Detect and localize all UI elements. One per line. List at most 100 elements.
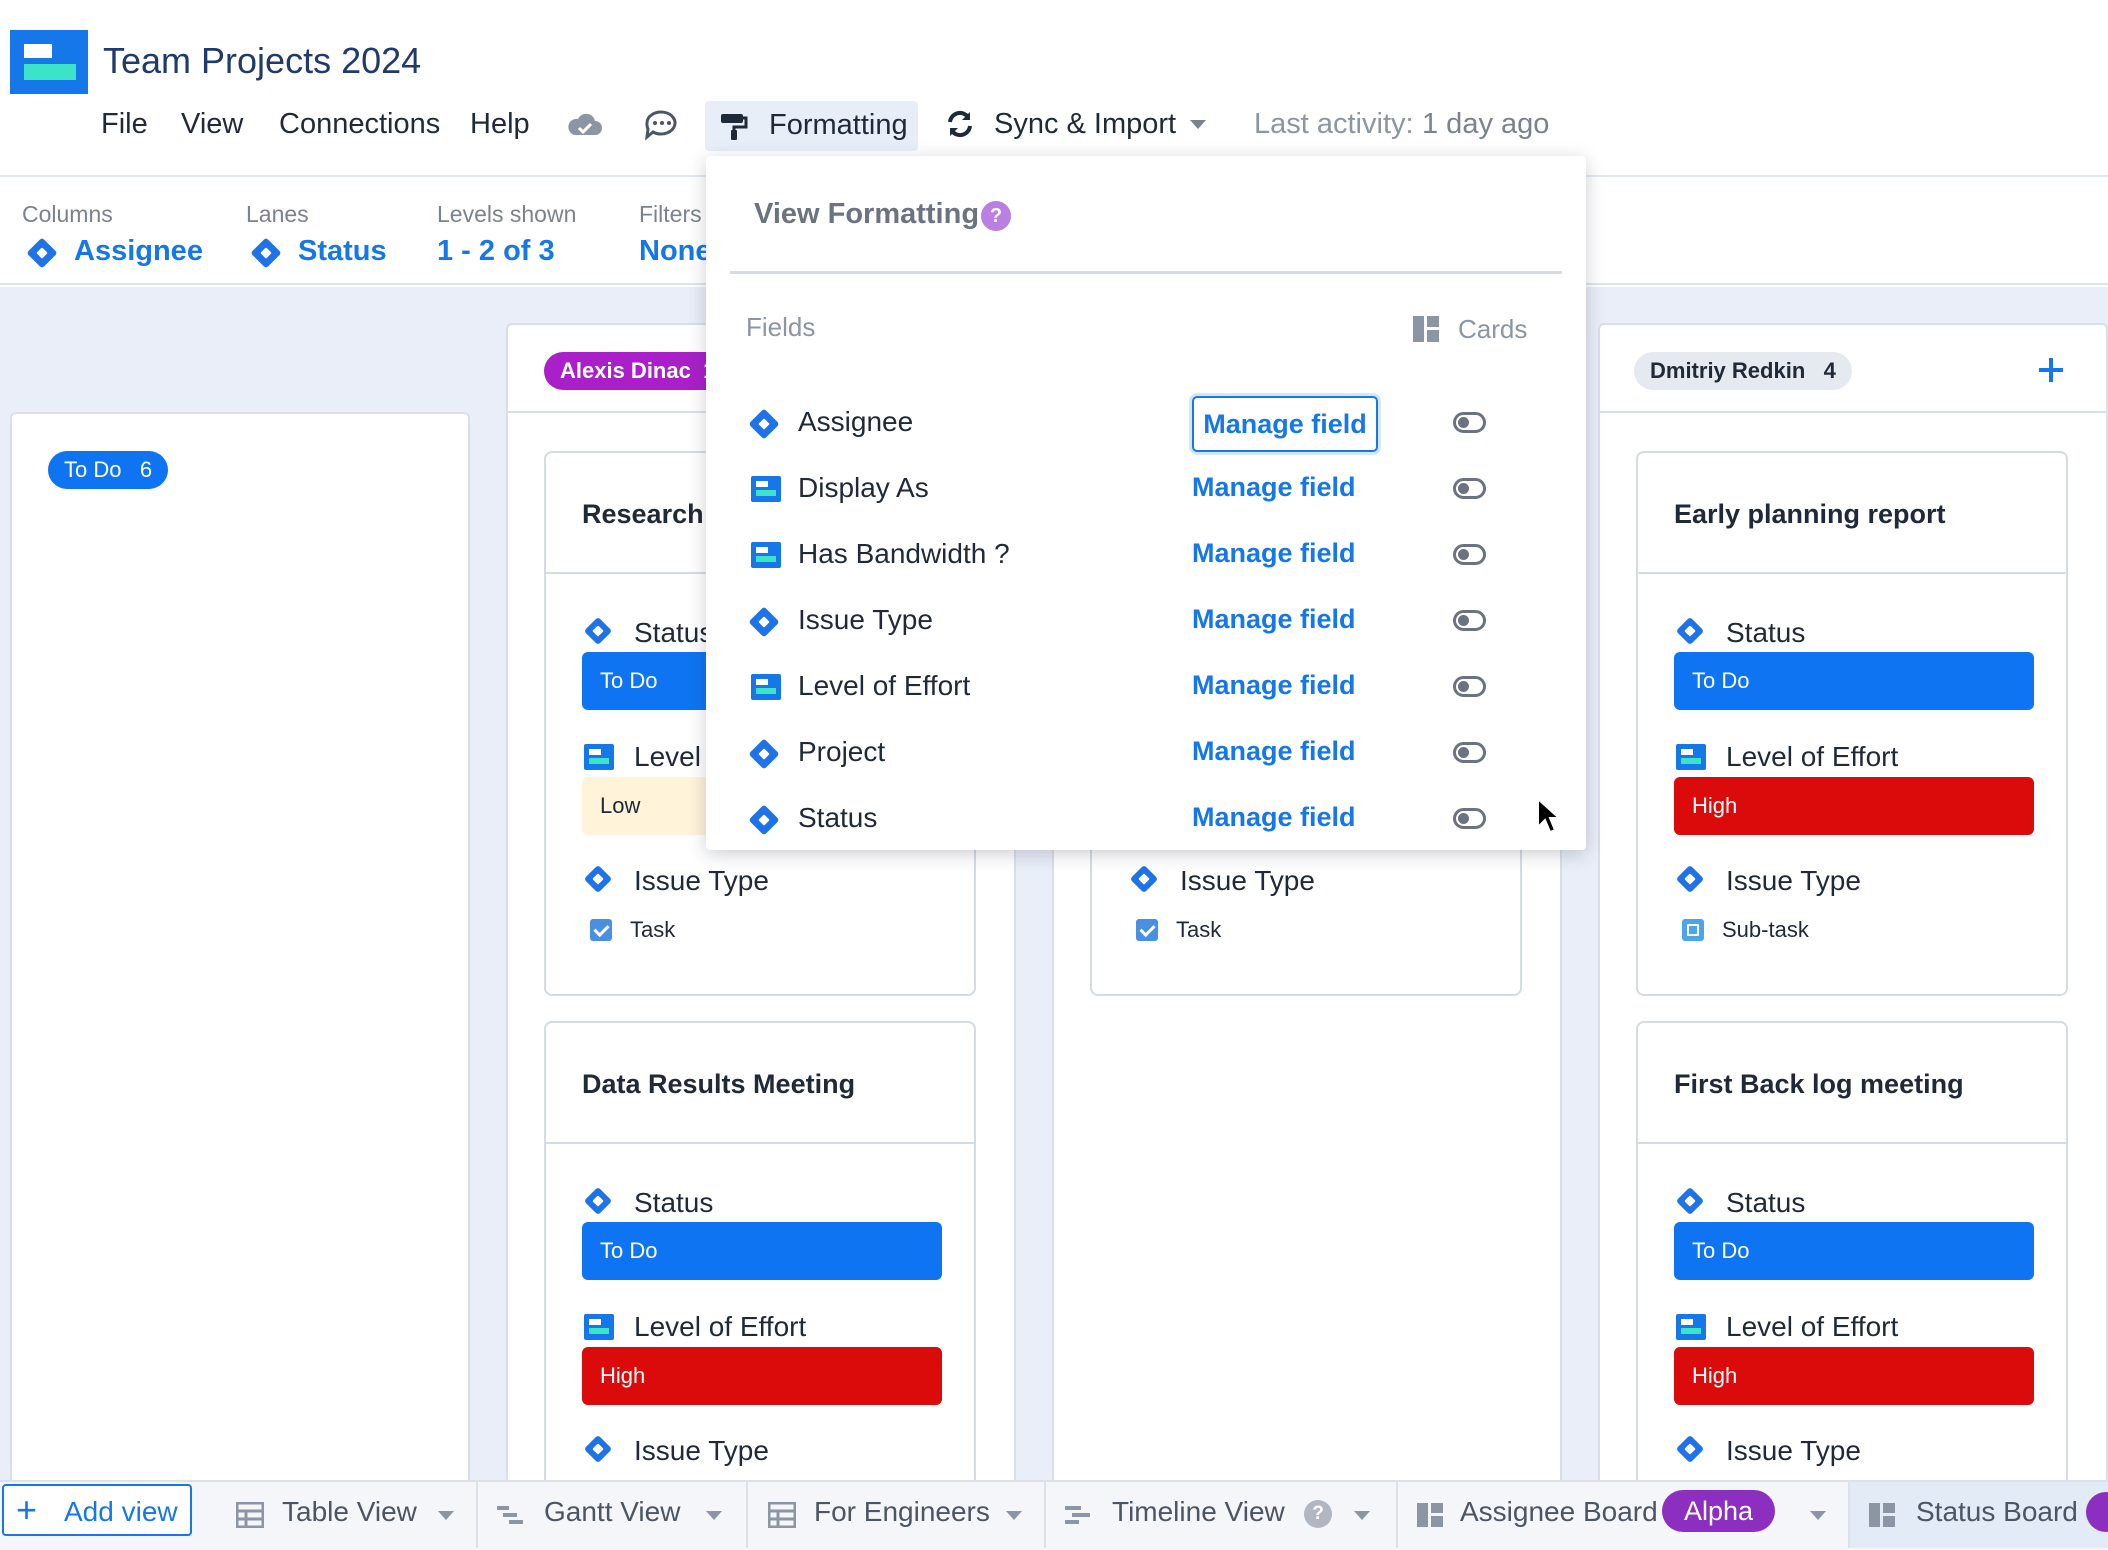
lanes-label: Lanes (246, 201, 309, 227)
issue-type-label: Issue Type (634, 1435, 769, 1466)
columns-label: Columns (22, 201, 113, 227)
view-formatting-panel: View Formatting ? Fields Cards Assignee … (706, 156, 1586, 850)
chevron-down-icon[interactable] (1354, 1511, 1370, 1520)
manage-field-button[interactable]: Manage field (1192, 604, 1356, 634)
effort-label: Level of Effort (1726, 1311, 1899, 1342)
field-name: Project (798, 736, 886, 767)
cloud-icon[interactable] (565, 105, 605, 145)
tab-status-board[interactable]: Status Board (1850, 1482, 2108, 1548)
board-icon (1417, 1503, 1443, 1527)
formatting-button[interactable]: Formatting (705, 101, 918, 151)
effort-bar[interactable]: High (1674, 1347, 2034, 1405)
comment-icon[interactable] (641, 105, 681, 145)
tab-timeline-view[interactable]: Timeline View ? (1046, 1482, 1398, 1548)
tab-label: Assignee Board (1460, 1496, 1658, 1527)
assignee-pill-dmitriy[interactable]: Dmitriy Redkin 4 (1634, 352, 1852, 390)
subtask-icon (1682, 919, 1704, 941)
card-visibility-toggle[interactable] (1453, 676, 1486, 697)
tab-label: Timeline View (1112, 1496, 1285, 1527)
card-visibility-toggle[interactable] (1453, 412, 1486, 433)
chevron-down-icon[interactable] (1810, 1511, 1826, 1520)
columns-selector[interactable]: Assignee (74, 235, 203, 267)
levels-label: Levels shown (437, 201, 577, 227)
levels-selector[interactable]: 1 - 2 of 3 (437, 235, 555, 267)
manage-field-button[interactable]: Manage field (1192, 472, 1356, 502)
manage-field-button[interactable]: Manage field (1192, 538, 1356, 568)
card-divider (546, 1142, 974, 1144)
last-activity-value[interactable]: 1 day ago (1422, 108, 1550, 140)
add-view-button[interactable]: + Add view (2, 1484, 192, 1536)
tab-label: Gantt View (544, 1496, 681, 1527)
card-visibility-toggle[interactable] (1453, 808, 1486, 829)
alpha-badge: Alpha (1662, 1490, 1776, 1532)
card-early-planning[interactable]: Early planning report Status To Do Level… (1636, 451, 2068, 996)
manage-field-button[interactable]: Manage field (1192, 736, 1356, 766)
filters-selector[interactable]: None (639, 235, 712, 267)
diamond-icon (26, 237, 58, 269)
field-row-has-bandwidth: Has Bandwidth ? Manage field (706, 528, 1586, 584)
manage-field-button[interactable]: Manage field (1192, 670, 1356, 700)
chevron-down-icon[interactable] (438, 1511, 454, 1520)
tab-gantt-view[interactable]: Gantt View (478, 1482, 748, 1548)
chevron-down-icon[interactable] (1006, 1511, 1022, 1520)
effort-bar[interactable]: High (1674, 777, 2034, 835)
menu-file[interactable]: File (101, 108, 148, 140)
lane-badge-count: 6 (139, 457, 153, 482)
sync-import-button[interactable]: Sync & Import (994, 108, 1177, 140)
assignee-count: 4 (1823, 358, 1836, 383)
status-label: Status (634, 1187, 714, 1218)
field-row-display-as: Display As Manage field (706, 462, 1586, 518)
menu-view[interactable]: View (181, 108, 244, 140)
status-label: Status (634, 617, 714, 648)
status-bar[interactable]: To Do (1674, 652, 2034, 710)
tab-assignee-board[interactable]: Assignee Board Alpha (1398, 1482, 1850, 1548)
status-bar[interactable]: To Do (1674, 1222, 2034, 1280)
card-divider (1638, 572, 2066, 574)
card-visibility-toggle[interactable] (1453, 544, 1486, 565)
status-bar[interactable]: To Do (582, 1222, 942, 1280)
card-visibility-toggle[interactable] (1453, 610, 1486, 631)
effort-bar[interactable]: High (582, 1347, 942, 1405)
issue-type-value: Sub-task (1722, 917, 1809, 942)
effort-label: Level of Effort (634, 1311, 807, 1342)
chevron-down-icon[interactable] (1190, 120, 1206, 129)
lane-column: To Do 6 (10, 412, 470, 1492)
issue-type-label: Issue Type (1180, 865, 1315, 896)
panel-title: View Formatting (754, 198, 980, 230)
sync-icon[interactable] (944, 108, 976, 140)
card-visibility-toggle[interactable] (1453, 478, 1486, 499)
lanes-selector[interactable]: Status (298, 235, 387, 267)
lane-badge-todo[interactable]: To Do 6 (48, 451, 169, 489)
issue-type-value: Task (630, 917, 676, 942)
menu-help[interactable]: Help (470, 108, 530, 140)
tab-label: Status Board (1916, 1496, 2078, 1527)
field-icon (1676, 1314, 1706, 1340)
card-data-results[interactable]: Data Results Meeting Status To Do Level … (544, 1021, 976, 1491)
column-header-dmitriy: Dmitriy Redkin 4 (1598, 323, 2108, 413)
effort-label: Level of Effort (1726, 741, 1899, 772)
diamond-icon (1675, 864, 1705, 894)
card-first-backlog[interactable]: First Back log meeting Status To Do Leve… (1636, 1021, 2068, 1491)
diamond-icon (583, 864, 613, 894)
lane-badge-label: To Do (64, 457, 122, 482)
add-icon[interactable] (2037, 356, 2065, 384)
field-icon (751, 542, 781, 568)
chevron-down-icon[interactable] (706, 1511, 722, 1520)
status-label: Status (1726, 1187, 1806, 1218)
field-name: Status (798, 802, 878, 833)
manage-field-button[interactable]: Manage field (1192, 396, 1378, 452)
help-icon[interactable]: ? (981, 201, 1011, 231)
card-visibility-toggle[interactable] (1453, 742, 1486, 763)
issue-type-label: Issue Type (634, 865, 769, 896)
manage-field-button[interactable]: Manage field (1192, 802, 1356, 832)
menu-connections[interactable]: Connections (279, 108, 441, 140)
field-icon (584, 1314, 614, 1340)
help-icon[interactable]: ? (1304, 1500, 1332, 1528)
card-title: Early planning report (1674, 499, 1946, 529)
field-icon (1676, 744, 1706, 770)
diamond-icon (583, 1186, 613, 1216)
tab-for-engineers[interactable]: For Engineers (748, 1482, 1046, 1548)
tab-table-view[interactable]: Table View (216, 1482, 478, 1548)
assignee-pill-alexis[interactable]: Alexis Dinac 1 (544, 352, 732, 390)
status-label: Status (1726, 617, 1806, 648)
